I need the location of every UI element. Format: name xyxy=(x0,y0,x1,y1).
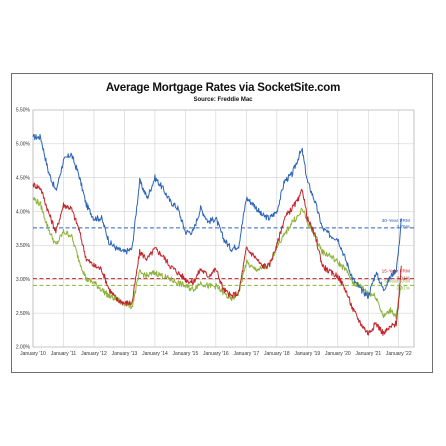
reference-lines xyxy=(33,227,414,286)
y-tick-label: 2.50% xyxy=(16,311,31,317)
x-tick-label: January '14 xyxy=(142,351,168,357)
x-tick-label: January '21 xyxy=(355,351,381,357)
x-tick-label: January '11 xyxy=(51,351,77,357)
plot-area xyxy=(32,109,415,348)
series-layer xyxy=(32,133,402,336)
grid-layer xyxy=(32,109,415,348)
x-tick-label: January '16 xyxy=(203,351,229,357)
x-tick-label: January '20 xyxy=(325,351,351,357)
series-name-label: 5-Year ARM xyxy=(384,278,410,284)
series-line xyxy=(32,182,402,336)
chart-title: Average Mortgage Rates via SocketSite.co… xyxy=(105,82,341,94)
series-line xyxy=(32,197,402,320)
x-tick-label: January '10 xyxy=(20,351,46,357)
chart-subtitle: Source: Freddie Mac xyxy=(193,97,253,103)
series-value-label: 3.76% xyxy=(396,224,410,230)
y-tick-label: 3.00% xyxy=(16,277,31,283)
y-tick-label: 2.00% xyxy=(16,345,31,351)
x-tick-label: January '22 xyxy=(386,351,412,357)
y-tick-label: 5.50% xyxy=(16,108,31,114)
chart-frame xyxy=(11,73,433,373)
series-value-label: 3.01% xyxy=(396,276,410,282)
x-tick-label: January '18 xyxy=(264,351,290,357)
x-tick-label: January '15 xyxy=(173,351,199,357)
y-tick-label: 3.50% xyxy=(16,243,31,249)
y-tick-label: 5.00% xyxy=(16,142,31,148)
series-name-label: 30-Year FRM xyxy=(382,218,410,224)
series-name-label: 15-Year FRM xyxy=(382,269,410,275)
y-tick-label: 4.00% xyxy=(16,209,31,215)
series-value-label: 2.91% xyxy=(396,285,410,291)
x-tick-label: January '12 xyxy=(81,351,107,357)
x-tick-label: January '13 xyxy=(112,351,138,357)
x-tick-label: January '19 xyxy=(294,351,320,357)
series-line xyxy=(32,133,402,299)
axis-layer: 2.00% 2.50% 3.00% 3.50% 4.00% 4.50% 5.00% 5.50%… xyxy=(16,108,412,357)
x-tick-label: January '17 xyxy=(234,351,260,357)
y-tick-label: 4.50% xyxy=(16,175,31,181)
